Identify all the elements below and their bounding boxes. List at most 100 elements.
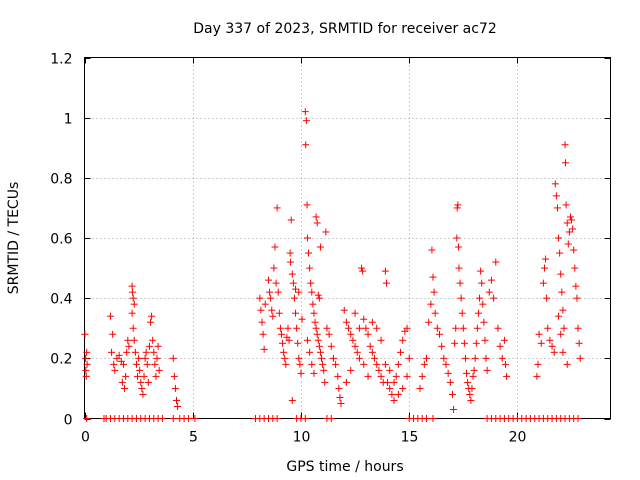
data-point	[503, 372, 511, 380]
data-point	[568, 216, 576, 224]
grid-lines	[84, 57, 611, 419]
data-point	[314, 291, 322, 299]
data-point	[327, 415, 335, 422]
data-point	[552, 192, 560, 200]
data-point	[342, 318, 350, 326]
data-point	[273, 204, 281, 212]
data-point	[154, 342, 162, 350]
data-point	[292, 285, 300, 293]
data-point	[455, 264, 463, 272]
x-axis-label: GPS time / hours	[286, 459, 403, 475]
data-point	[416, 384, 424, 392]
data-point	[364, 330, 372, 338]
data-point	[111, 366, 119, 374]
data-point	[312, 324, 320, 332]
data-point	[359, 267, 367, 275]
data-point	[551, 180, 559, 188]
data-point	[110, 360, 118, 368]
data-point	[128, 309, 136, 317]
data-point	[276, 324, 284, 332]
data-point	[403, 324, 411, 332]
data-point	[293, 324, 301, 332]
data-point	[130, 336, 138, 344]
data-point	[134, 372, 142, 380]
data-point	[403, 372, 411, 380]
data-point	[546, 336, 554, 344]
data-point	[277, 330, 285, 338]
y-tick-label: 0	[64, 413, 73, 429]
data-point	[273, 415, 281, 422]
data-point	[151, 360, 159, 368]
data-point	[308, 288, 316, 296]
data-point	[140, 372, 148, 380]
data-point	[394, 390, 402, 398]
data-point	[469, 372, 477, 380]
x-tick-label: 15	[401, 430, 419, 446]
data-point	[573, 294, 581, 302]
data-point	[287, 258, 295, 266]
y-tick-label: 0.4	[50, 292, 72, 308]
data-point	[487, 276, 495, 284]
data-point	[373, 324, 381, 332]
data-point	[556, 249, 564, 257]
data-point	[311, 318, 319, 326]
data-point	[427, 300, 435, 308]
data-point	[548, 342, 556, 350]
data-point	[313, 330, 321, 338]
data-point	[285, 336, 293, 344]
data-point	[420, 360, 428, 368]
data-point	[550, 348, 558, 356]
chart-title: Day 337 of 2023, SRMTID for receiver ac7…	[193, 21, 497, 37]
data-point	[458, 309, 466, 317]
data-point	[453, 204, 461, 212]
data-point	[559, 348, 567, 356]
data-point	[461, 354, 469, 362]
data-point	[315, 342, 323, 350]
data-point	[153, 354, 161, 362]
data-point	[144, 378, 152, 386]
data-point	[543, 294, 551, 302]
data-point	[542, 255, 550, 263]
data-point	[478, 279, 486, 287]
data-point	[290, 294, 298, 302]
data-point	[174, 402, 182, 410]
data-point	[260, 345, 268, 353]
x-tick-label: 20	[509, 430, 527, 446]
data-point	[557, 270, 565, 278]
data-point	[358, 264, 366, 272]
data-point	[394, 360, 402, 368]
data-point	[298, 315, 306, 323]
data-point	[302, 117, 310, 125]
data-point	[423, 354, 431, 362]
data-point	[574, 415, 582, 422]
data-point	[405, 354, 413, 362]
data-point	[537, 339, 545, 347]
data-point	[139, 390, 147, 398]
data-point	[539, 279, 547, 287]
data-point	[286, 249, 294, 257]
data-point	[555, 312, 563, 320]
data-point	[474, 309, 482, 317]
data-point	[267, 294, 275, 302]
data-point	[483, 366, 491, 374]
data-point	[442, 360, 450, 368]
data-point	[264, 276, 272, 284]
data-point	[576, 354, 584, 362]
data-point	[266, 288, 274, 296]
data-marks	[81, 108, 584, 422]
data-point	[455, 243, 463, 251]
data-point	[320, 366, 328, 374]
data-point	[308, 360, 316, 368]
data-point	[301, 108, 309, 116]
data-point	[155, 366, 163, 374]
data-point	[459, 324, 467, 332]
data-point	[295, 354, 303, 362]
data-point	[123, 348, 131, 356]
data-point	[454, 201, 462, 209]
data-point	[152, 372, 160, 380]
data-point	[366, 342, 374, 350]
data-point	[108, 348, 116, 356]
data-point	[131, 348, 139, 356]
data-point	[485, 288, 493, 296]
